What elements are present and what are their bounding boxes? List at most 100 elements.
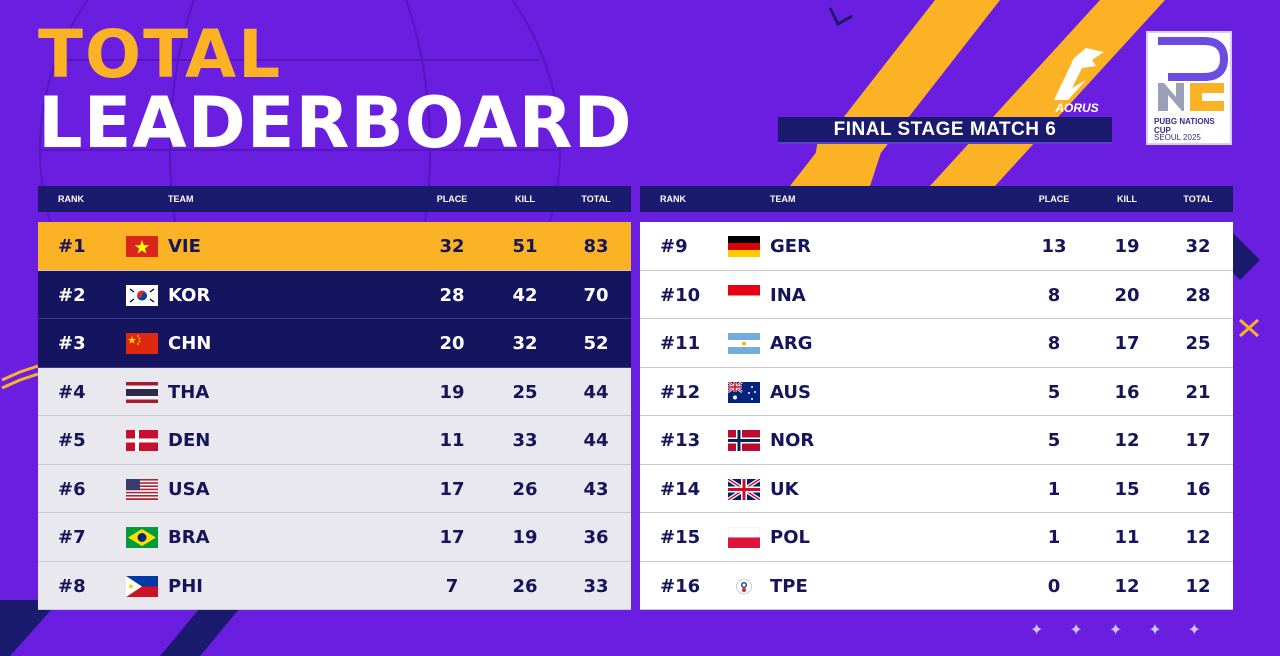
thailand-flag-icon (126, 381, 158, 403)
rank: #12 (660, 381, 701, 403)
place: 5 (1047, 430, 1061, 451)
team: USA (168, 478, 210, 500)
australia-flag-icon (728, 381, 760, 403)
header-total: TOTAL (581, 194, 611, 204)
philippines-flag-icon (126, 575, 158, 597)
uk-flag-icon (728, 478, 760, 500)
team: NOR (770, 430, 815, 451)
place: 28 (439, 284, 465, 306)
table-row: #7 BRA 17 19 36 (38, 513, 631, 562)
team: GER (770, 236, 811, 257)
korea-flag-icon (126, 284, 158, 306)
table-row: #9 GER 13 19 32 (640, 222, 1233, 271)
place: 11 (439, 430, 465, 451)
rank: #10 (660, 284, 701, 306)
table-header: RANK TEAM PLACE KILL TOTAL (38, 186, 631, 212)
rank: #4 (58, 381, 86, 403)
kill: 16 (1114, 381, 1140, 403)
team: TPE (770, 575, 808, 597)
kill: 26 (512, 575, 538, 597)
team: VIE (168, 236, 201, 257)
header-team: TEAM (770, 194, 796, 204)
header-total: TOTAL (1183, 194, 1213, 204)
team: POL (770, 527, 810, 548)
leaderboard-table-left: RANK TEAM PLACE KILL TOTAL #1 VIE 32 51 … (38, 186, 631, 610)
kill: 17 (1114, 333, 1140, 354)
place: 19 (439, 381, 465, 403)
rank: #3 (58, 333, 86, 354)
kill: 26 (512, 478, 538, 500)
table-header: RANK TEAM PLACE KILL TOTAL (640, 186, 1233, 212)
total: 33 (583, 575, 609, 597)
place: 20 (439, 333, 465, 354)
rank: #6 (58, 478, 86, 500)
rank: #14 (660, 478, 701, 500)
brazil-flag-icon (126, 527, 158, 548)
team: BRA (168, 527, 210, 548)
table-row: #6 USA 17 26 43 (38, 464, 631, 513)
total: 21 (1185, 381, 1211, 403)
event-name: PUBG NATIONS CUP (1154, 117, 1215, 135)
norway-flag-icon (728, 430, 760, 451)
rank: #13 (660, 430, 701, 451)
rank: #7 (58, 527, 86, 548)
team: AUS (770, 381, 811, 403)
header-rank: RANK (660, 194, 686, 204)
place: 7 (445, 575, 459, 597)
table-row: #10 INA 8 20 28 (640, 270, 1233, 319)
table-row: #8 PHI 7 26 33 (38, 561, 631, 610)
table-row: #1 VIE 32 51 83 (38, 222, 631, 271)
header-team: TEAM (168, 194, 194, 204)
team: ARG (770, 333, 813, 354)
total: 32 (1185, 236, 1211, 257)
total: 25 (1185, 333, 1211, 354)
team: THA (168, 381, 210, 403)
leaderboard-table-right: RANK TEAM PLACE KILL TOTAL #9 GER 13 19 … (640, 186, 1233, 610)
poland-flag-icon (728, 527, 760, 548)
kill: 12 (1114, 575, 1140, 597)
rank: #1 (58, 236, 86, 257)
rank: #8 (58, 575, 86, 597)
total: 12 (1185, 527, 1211, 548)
table-row: #2 KOR 28 42 70 (38, 270, 631, 319)
header-rank: RANK (58, 194, 84, 204)
table-row: #4 THA 19 25 44 (38, 367, 631, 416)
team: DEN (168, 430, 211, 451)
chinese-taipei-flag-icon (728, 576, 760, 597)
total: 52 (583, 333, 609, 354)
germany-flag-icon (728, 236, 760, 257)
event-subtitle: SEOUL 2025 (1154, 133, 1201, 142)
table-row: #15 POL 1 11 12 (640, 513, 1233, 562)
total: 28 (1185, 284, 1211, 306)
table-row: #12 AUS 5 16 21 (640, 367, 1233, 416)
rank: #16 (660, 575, 701, 597)
stage-banner: FINAL STAGE MATCH 6 (778, 117, 1112, 144)
kill: 25 (512, 381, 538, 403)
place: 8 (1047, 333, 1061, 354)
table-row: #16 TPE 0 12 12 (640, 561, 1233, 610)
place: 1 (1047, 478, 1061, 500)
place: 0 (1047, 575, 1061, 597)
team: UK (770, 478, 799, 500)
total: 83 (583, 236, 609, 257)
place: 32 (439, 236, 465, 257)
table-row: #14 UK 1 15 16 (640, 464, 1233, 513)
header-place: PLACE (436, 194, 468, 204)
kill: 33 (512, 430, 538, 451)
table-row: #3 CHN 20 32 52 (38, 319, 631, 368)
team: KOR (168, 284, 211, 306)
total: 17 (1185, 430, 1211, 451)
event-logo: PUBG NATIONS CUP SEOUL 2025 (1146, 31, 1232, 145)
table-row: #5 DEN 11 33 44 (38, 416, 631, 465)
rank: #15 (660, 527, 701, 548)
pnc-logo-icon (1158, 37, 1228, 111)
rank: #11 (660, 333, 701, 354)
total: 16 (1185, 478, 1211, 500)
kill: 42 (512, 284, 538, 306)
place: 13 (1041, 236, 1067, 257)
total: 44 (583, 381, 609, 403)
title-total: TOTAL (38, 16, 283, 93)
kill: 11 (1114, 527, 1140, 548)
rank: #2 (58, 284, 86, 306)
kill: 32 (512, 333, 538, 354)
